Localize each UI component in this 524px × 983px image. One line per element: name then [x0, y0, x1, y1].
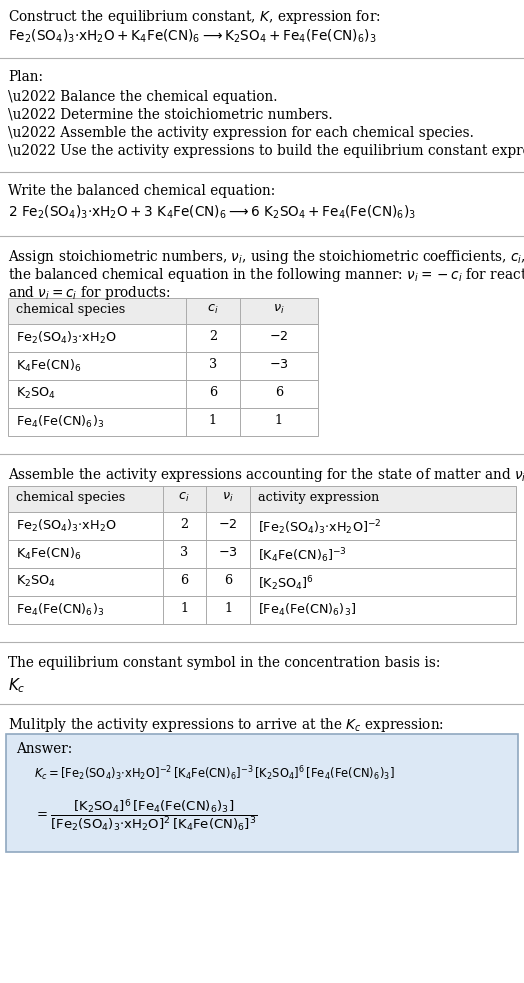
- Bar: [8, 298, 318, 324]
- Text: \u2022 Use the activity expressions to build the equilibrium constant expression: \u2022 Use the activity expressions to b…: [8, 144, 524, 158]
- Text: $\mathrm{K_2SO_4}$: $\mathrm{K_2SO_4}$: [16, 574, 56, 589]
- Text: Plan:: Plan:: [8, 70, 43, 84]
- Text: Assemble the activity expressions accounting for the state of matter and $\nu_i$: Assemble the activity expressions accoun…: [8, 466, 524, 484]
- Text: $[\mathrm{K_4Fe(CN)_6}]^{-3}$: $[\mathrm{K_4Fe(CN)_6}]^{-3}$: [258, 546, 347, 564]
- Text: 2: 2: [209, 330, 217, 343]
- Text: Write the balanced chemical equation:: Write the balanced chemical equation:: [8, 184, 275, 198]
- Text: $[\mathrm{Fe_4(Fe(CN)_6)_3}]$: $[\mathrm{Fe_4(Fe(CN)_6)_3}]$: [258, 602, 356, 618]
- Text: $-2$: $-2$: [219, 518, 238, 531]
- Bar: [8, 324, 318, 352]
- Text: the balanced chemical equation in the following manner: $\nu_i = -c_i$ for react: the balanced chemical equation in the fo…: [8, 266, 524, 284]
- Text: $\mathrm{2\ Fe_2(SO_4)_3{\cdot}xH_2O + 3\ K_4Fe(CN)_6 \longrightarrow 6\ K_2SO_4: $\mathrm{2\ Fe_2(SO_4)_3{\cdot}xH_2O + 3…: [8, 204, 416, 221]
- Text: 3: 3: [209, 358, 217, 371]
- Text: activity expression: activity expression: [258, 491, 379, 504]
- Text: $\mathrm{Fe_2(SO_4)_3{\cdot}xH_2O + K_4Fe(CN)_6 \longrightarrow K_2SO_4 + Fe_4(F: $\mathrm{Fe_2(SO_4)_3{\cdot}xH_2O + K_4F…: [8, 28, 377, 45]
- Text: $K_c$: $K_c$: [8, 676, 26, 695]
- Text: \u2022 Determine the stoichiometric numbers.: \u2022 Determine the stoichiometric numb…: [8, 108, 333, 122]
- Text: 3: 3: [180, 546, 188, 559]
- Text: $c_i$: $c_i$: [178, 491, 190, 504]
- Text: $-2$: $-2$: [269, 330, 289, 343]
- Text: $\mathrm{K_4Fe(CN)_6}$: $\mathrm{K_4Fe(CN)_6}$: [16, 546, 81, 562]
- Text: \u2022 Assemble the activity expression for each chemical species.: \u2022 Assemble the activity expression …: [8, 126, 474, 140]
- Text: $\nu_i$: $\nu_i$: [222, 491, 234, 504]
- Text: $[\mathrm{K_2SO_4}]^6$: $[\mathrm{K_2SO_4}]^6$: [258, 574, 314, 593]
- Bar: [8, 596, 516, 624]
- Text: 1: 1: [209, 414, 217, 427]
- Text: chemical species: chemical species: [16, 303, 125, 316]
- Text: $= \dfrac{[\mathrm{K_2SO_4}]^6\,[\mathrm{Fe_4(Fe(CN)_6)_3}]}{[\mathrm{Fe_2(SO_4): $= \dfrac{[\mathrm{K_2SO_4}]^6\,[\mathrm…: [34, 798, 257, 835]
- Text: $c_i$: $c_i$: [208, 303, 219, 317]
- Text: Assign stoichiometric numbers, $\nu_i$, using the stoichiometric coefficients, $: Assign stoichiometric numbers, $\nu_i$, …: [8, 248, 524, 266]
- Text: $\mathrm{Fe_4(Fe(CN)_6)_3}$: $\mathrm{Fe_4(Fe(CN)_6)_3}$: [16, 602, 104, 618]
- Text: 1: 1: [224, 602, 232, 615]
- Bar: [8, 512, 516, 540]
- Bar: [8, 486, 516, 512]
- Text: $[\mathrm{Fe_2(SO_4)_3{\cdot}xH_2O}]^{-2}$: $[\mathrm{Fe_2(SO_4)_3{\cdot}xH_2O}]^{-2…: [258, 518, 381, 537]
- Text: 6: 6: [275, 386, 283, 399]
- FancyBboxPatch shape: [6, 734, 518, 852]
- Text: $\mathrm{Fe_4(Fe(CN)_6)_3}$: $\mathrm{Fe_4(Fe(CN)_6)_3}$: [16, 414, 104, 431]
- Text: 6: 6: [209, 386, 217, 399]
- Text: Answer:: Answer:: [16, 742, 72, 756]
- Text: Construct the equilibrium constant, $K$, expression for:: Construct the equilibrium constant, $K$,…: [8, 8, 381, 26]
- Text: $-3$: $-3$: [218, 546, 238, 559]
- Text: The equilibrium constant symbol in the concentration basis is:: The equilibrium constant symbol in the c…: [8, 656, 440, 670]
- Text: 1: 1: [180, 602, 188, 615]
- Bar: [8, 568, 516, 596]
- Text: $K_c = [\mathrm{Fe_2(SO_4)_3{\cdot}xH_2O}]^{-2}\,[\mathrm{K_4Fe(CN)_6}]^{-3}\,[\: $K_c = [\mathrm{Fe_2(SO_4)_3{\cdot}xH_2O…: [34, 764, 395, 782]
- Text: 6: 6: [224, 574, 232, 587]
- Text: $\mathrm{K_4Fe(CN)_6}$: $\mathrm{K_4Fe(CN)_6}$: [16, 358, 81, 375]
- Text: 2: 2: [180, 518, 188, 531]
- Text: $\nu_i$: $\nu_i$: [273, 303, 285, 317]
- Text: 6: 6: [180, 574, 188, 587]
- Text: and $\nu_i = c_i$ for products:: and $\nu_i = c_i$ for products:: [8, 284, 170, 302]
- Text: $\mathrm{Fe_2(SO_4)_3{\cdot}xH_2O}$: $\mathrm{Fe_2(SO_4)_3{\cdot}xH_2O}$: [16, 330, 116, 346]
- Text: 1: 1: [275, 414, 283, 427]
- Bar: [8, 408, 318, 436]
- Text: chemical species: chemical species: [16, 491, 125, 504]
- Text: $-3$: $-3$: [269, 358, 289, 371]
- Text: \u2022 Balance the chemical equation.: \u2022 Balance the chemical equation.: [8, 90, 278, 104]
- Bar: [8, 352, 318, 380]
- Text: Mulitply the activity expressions to arrive at the $K_c$ expression:: Mulitply the activity expressions to arr…: [8, 716, 444, 734]
- Text: $\mathrm{Fe_2(SO_4)_3{\cdot}xH_2O}$: $\mathrm{Fe_2(SO_4)_3{\cdot}xH_2O}$: [16, 518, 116, 534]
- Bar: [8, 540, 516, 568]
- Bar: [8, 380, 318, 408]
- Text: $\mathrm{K_2SO_4}$: $\mathrm{K_2SO_4}$: [16, 386, 56, 401]
